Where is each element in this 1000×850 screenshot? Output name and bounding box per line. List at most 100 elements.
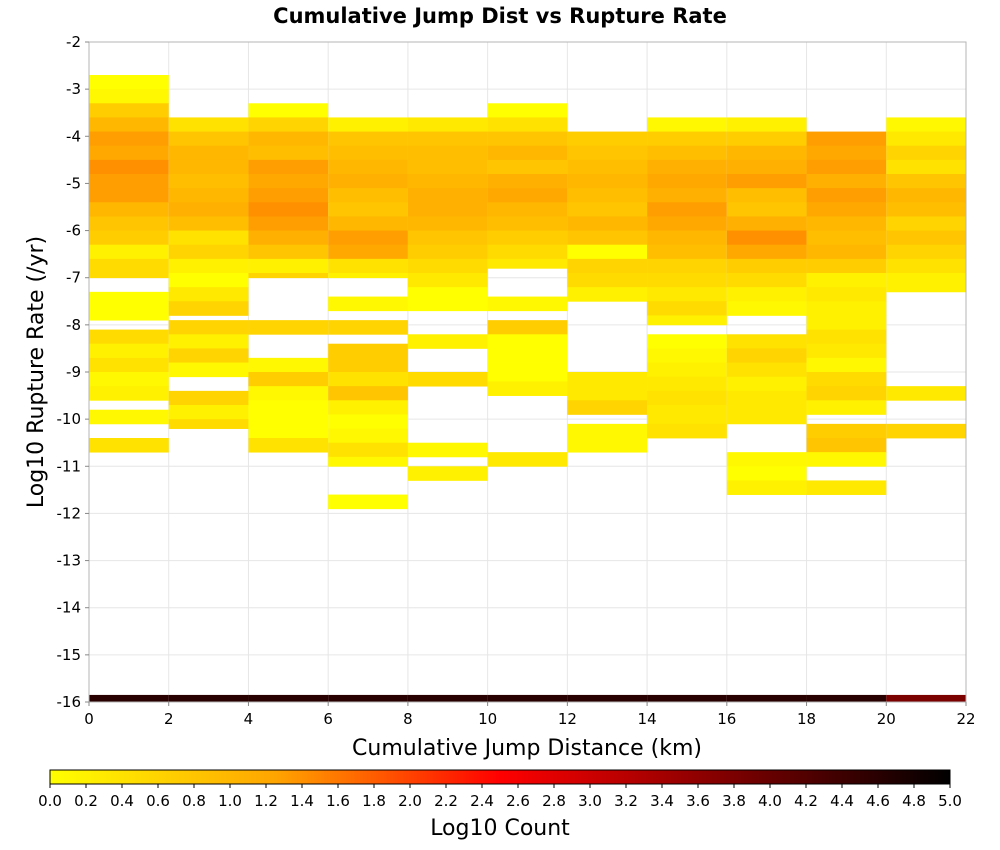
colorbar-tick-label: 1.6	[326, 792, 350, 810]
y-tick-label: -12	[57, 504, 82, 522]
heatmap-cell	[806, 273, 887, 288]
colorbar-tick-label: 3.2	[614, 792, 638, 810]
heatmap-cell	[407, 202, 488, 217]
heatmap-cell	[886, 273, 966, 293]
heatmap-cell	[407, 244, 488, 260]
heatmap-cell	[806, 329, 887, 345]
heatmap-cell	[89, 103, 169, 118]
heatmap-cell	[168, 694, 249, 703]
heatmap-cell	[248, 400, 329, 415]
heatmap-cell	[89, 117, 169, 132]
colorbar-tick-label: 2.4	[470, 792, 494, 810]
heatmap-cell	[806, 372, 887, 387]
heatmap-cell	[886, 159, 966, 175]
heatmap-cell	[726, 287, 807, 302]
heatmap-cell	[806, 386, 887, 401]
heatmap-cell	[407, 694, 488, 703]
heatmap-cell	[567, 258, 648, 274]
heatmap-cell	[407, 216, 488, 231]
heatmap-cell	[806, 438, 887, 453]
heatmap-cell	[328, 244, 408, 260]
heatmap-cell	[168, 258, 249, 274]
heatmap-cell	[647, 174, 727, 189]
heatmap-cell	[168, 145, 249, 161]
heatmap-cell	[886, 174, 966, 189]
heatmap-cell	[647, 390, 727, 406]
heatmap-cell	[248, 694, 329, 703]
heatmap-cell	[567, 145, 648, 161]
heatmap-cell	[567, 188, 648, 203]
x-tick-label: 20	[877, 710, 896, 728]
heatmap-cell	[89, 145, 169, 161]
heatmap-cell	[806, 145, 887, 161]
heatmap-cell	[407, 258, 488, 274]
y-tick-label: -5	[66, 174, 81, 192]
y-tick-label: -11	[57, 457, 82, 475]
heatmap-cell	[407, 131, 488, 147]
heatmap-cell	[806, 452, 887, 467]
heatmap-cell	[168, 202, 249, 217]
heatmap-cell	[89, 329, 169, 345]
heatmap-cell	[647, 376, 727, 392]
heatmap-cell	[647, 405, 727, 425]
heatmap-cell	[168, 287, 249, 302]
heatmap-cell	[487, 202, 568, 217]
heatmap-cell	[567, 202, 648, 217]
heatmap-cell	[647, 131, 727, 147]
heatmap-cell	[89, 89, 169, 104]
colorbar-tick-label: 1.2	[254, 792, 278, 810]
heatmap-cell	[806, 258, 887, 274]
heatmap-cell	[328, 273, 408, 279]
heatmap-cell	[407, 301, 488, 312]
heatmap-cell	[647, 117, 727, 132]
heatmap-cell	[806, 315, 887, 330]
heatmap-cell	[806, 159, 887, 175]
heatmap-cell	[806, 400, 887, 415]
heatmap-cell	[89, 188, 169, 203]
colorbar-tick-label: 4.0	[758, 792, 782, 810]
heatmap-cell	[89, 230, 169, 246]
colorbar-tick-label: 0.0	[38, 792, 62, 810]
y-tick-label: -9	[66, 363, 81, 381]
colorbar-tick-label: 1.8	[362, 792, 386, 810]
colorbar-tick-label: 0.8	[182, 792, 206, 810]
heatmap-cell	[407, 466, 488, 481]
heatmap-cell	[89, 244, 169, 260]
heatmap-cell	[726, 258, 807, 274]
heatmap-cell	[328, 216, 408, 231]
heatmap-cell	[647, 334, 727, 349]
y-tick-label: -14	[57, 599, 82, 617]
heatmap-cell	[726, 348, 807, 363]
heatmap-cell	[407, 174, 488, 189]
y-tick-label: -13	[57, 552, 82, 570]
heatmap-cell	[806, 357, 887, 373]
heatmap-cell	[168, 320, 249, 335]
heatmap-cell	[567, 386, 648, 401]
heatmap-cell	[89, 438, 169, 453]
heatmap-cell	[726, 174, 807, 189]
heatmap-cell	[328, 386, 408, 401]
heatmap-cell	[168, 188, 249, 203]
colorbar-tick-label: 0.2	[74, 792, 98, 810]
x-tick-label: 12	[558, 710, 577, 728]
heatmap-cell	[328, 400, 408, 415]
heatmap-cell	[328, 145, 408, 161]
heatmap-cell	[647, 230, 727, 246]
heatmap-cell	[168, 230, 249, 246]
heatmap-cell	[168, 419, 249, 429]
heatmap-cell	[487, 348, 568, 363]
heatmap-cell	[328, 258, 408, 274]
heatmap-cells	[89, 75, 966, 703]
heatmap-cell	[886, 131, 966, 147]
colorbar-tick-label: 3.4	[650, 792, 674, 810]
heatmap-cell	[248, 386, 329, 401]
heatmap-cell	[328, 202, 408, 217]
colorbar-tick-label: 1.4	[290, 792, 314, 810]
heatmap-cell	[487, 258, 568, 269]
colorbar-tick-label: 2.8	[542, 792, 566, 810]
heatmap-cell	[89, 75, 169, 90]
heatmap-cell	[726, 202, 807, 217]
heatmap-cell	[487, 381, 568, 396]
heatmap-cell	[487, 174, 568, 189]
heatmap-cell	[248, 230, 329, 246]
